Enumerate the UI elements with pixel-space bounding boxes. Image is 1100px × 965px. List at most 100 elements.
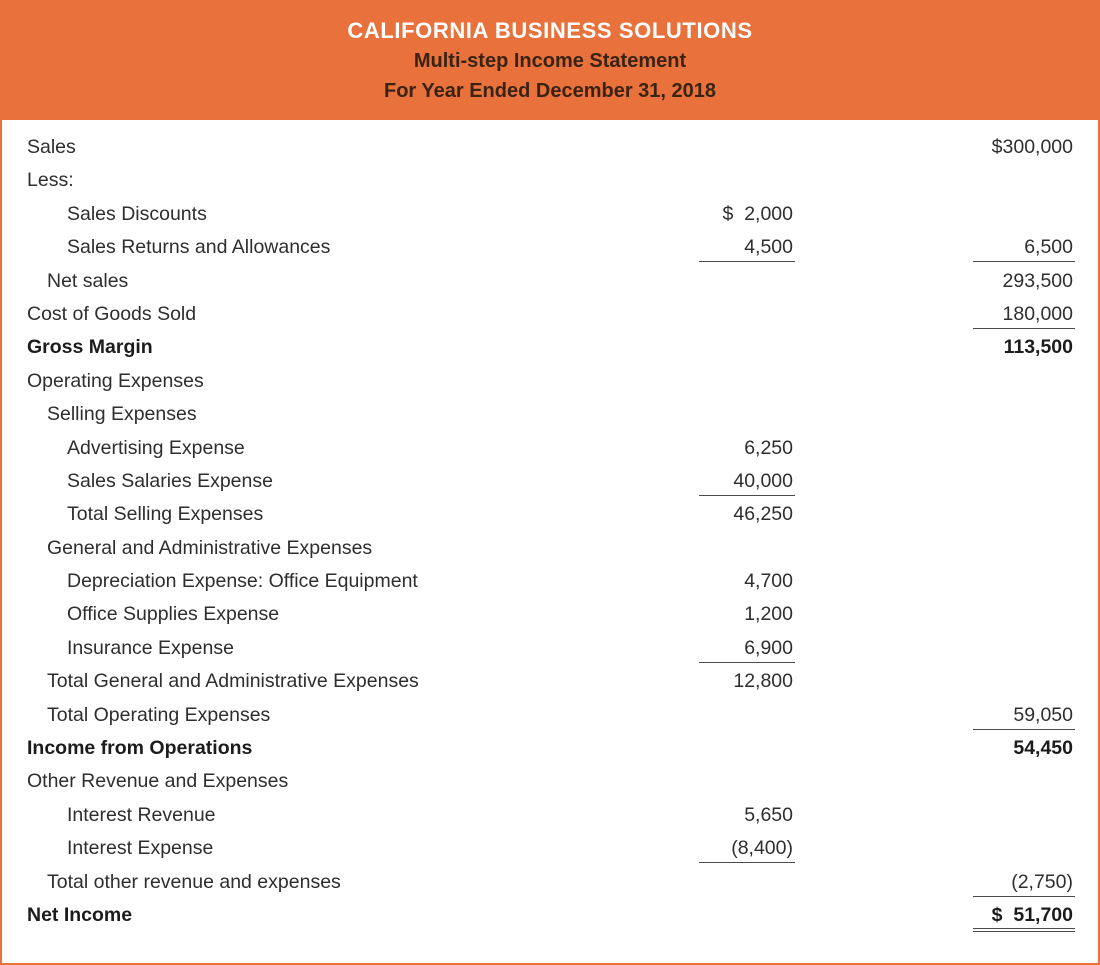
statement-row: Insurance Expense 6,900: [25, 637, 1075, 670]
statement-row: Interest Expense (8,400): [25, 837, 1075, 870]
row-label: Selling Expenses: [47, 403, 197, 426]
row-label: Advertising Expense: [67, 436, 245, 459]
row-label: Less:: [27, 169, 74, 192]
row-amount-mid: [685, 169, 795, 192]
statement-row: Other Revenue and Expenses: [25, 770, 1075, 803]
row-label: Cost of Goods Sold: [27, 302, 197, 325]
row-label: Total other revenue and expenses: [47, 870, 341, 893]
mid-amount-value: [699, 719, 795, 721]
row-label: Depreciation Expense: Office Equipment: [67, 570, 418, 593]
statement-period: For Year Ended December 31, 2018: [383, 80, 717, 102]
mid-amount-value: 6,900: [699, 637, 795, 663]
mid-amount-value: $ 2,000: [722, 202, 793, 225]
statement-row: Total General and Administrative Expense…: [25, 670, 1075, 703]
right-amount-value: [973, 652, 1075, 654]
right-amount-value: $300,000: [991, 136, 1073, 158]
row-amount-mid: 1,200: [685, 603, 795, 628]
statement-row: Operating Expenses: [25, 370, 1075, 403]
mid-amount-value: 1,200: [744, 603, 793, 626]
company-name: CALIFORNIA BUSINESS SOLUTIONS: [347, 18, 753, 43]
row-amount-right: 293,500: [795, 270, 1075, 295]
row-amount-right: [795, 570, 1075, 593]
mid-amount-value: [699, 886, 795, 888]
row-label: Sales: [27, 136, 76, 158]
row-amount-mid: [685, 871, 795, 894]
row-label: Interest Expense: [67, 837, 214, 860]
mid-amount-value: [699, 919, 795, 921]
row-amount-mid: [685, 303, 795, 326]
right-amount-value: (2,750): [973, 871, 1075, 897]
row-amount-mid: [685, 537, 795, 560]
row-amount-mid: [685, 737, 795, 760]
row-label: Total Selling Expenses: [67, 503, 264, 526]
row-amount-right: $300,000: [795, 136, 1075, 161]
row-label: Net sales: [47, 269, 129, 292]
mid-amount-value: 4,500: [699, 236, 795, 263]
mid-amount-value: 5,650: [744, 803, 793, 826]
statement-row: Income from Operations 54,450: [25, 737, 1075, 770]
mid-amount-value: [699, 351, 795, 353]
row-amount-right: [795, 437, 1075, 460]
row-amount-right: [795, 804, 1075, 827]
right-amount-value: [973, 819, 1075, 821]
statement-row: Selling Expenses: [25, 403, 1075, 436]
statement-row: Sales Salaries Expense 40,000: [25, 470, 1075, 503]
row-amount-right: 54,450: [795, 737, 1075, 762]
row-amount-right: [795, 837, 1075, 860]
row-amount-right: [795, 603, 1075, 626]
statement-row: Net Income $ 51,700: [25, 904, 1075, 937]
statement-row: Less:: [25, 169, 1075, 202]
row-amount-right: [795, 770, 1075, 793]
statement-row: Total other revenue and expenses (2,750): [25, 871, 1075, 904]
mid-amount-value: 12,800: [733, 670, 793, 693]
row-amount-right: [795, 503, 1075, 526]
statement-row: Office Supplies Expense 1,200: [25, 603, 1075, 636]
mid-amount-value: [699, 785, 795, 787]
statement-body: Sales $300,000 Less: Sales Discounts $ 2…: [2, 120, 1098, 937]
row-amount-right: [795, 370, 1075, 393]
row-label: Interest Revenue: [67, 803, 216, 826]
mid-amount-value: [699, 552, 795, 554]
row-amount-mid: 46,250: [685, 503, 795, 528]
right-amount-value: 293,500: [1002, 269, 1074, 292]
row-amount-mid: 5,650: [685, 804, 795, 829]
right-amount-value: [973, 452, 1075, 454]
row-label: Office Supplies Expense: [67, 603, 280, 626]
statement-row: Depreciation Expense: Office Equipment 4…: [25, 570, 1075, 603]
statement-title: Multi-step Income Statement: [413, 50, 687, 72]
right-amount-value: $ 51,700: [973, 904, 1075, 932]
row-label: Sales Discounts: [67, 202, 207, 225]
row-label: General and Administrative Expenses: [47, 536, 373, 559]
row-amount-mid: [685, 336, 795, 359]
row-amount-mid: 4,500: [685, 236, 795, 263]
statement-row: Total Selling Expenses 46,250: [25, 503, 1075, 536]
row-amount-mid: (8,400): [685, 837, 795, 864]
row-label: Sales Salaries Expense: [67, 469, 273, 492]
row-amount-mid: [685, 270, 795, 293]
statement-row: General and Administrative Expenses: [25, 537, 1075, 570]
row-amount-mid: $ 2,000: [685, 203, 795, 228]
row-amount-right: 59,050: [795, 704, 1075, 730]
row-amount-right: $ 51,700: [795, 904, 1075, 932]
mid-amount-value: (8,400): [699, 837, 795, 864]
row-amount-mid: 40,000: [685, 470, 795, 496]
row-label: Total Operating Expenses: [47, 703, 271, 726]
row-amount-right: [795, 203, 1075, 226]
row-amount-right: [795, 537, 1075, 560]
row-amount-right: [795, 169, 1075, 192]
right-amount-value: [973, 552, 1075, 554]
mid-amount-value: 6,250: [744, 436, 793, 459]
mid-amount-value: [699, 318, 795, 320]
row-amount-right: [795, 637, 1075, 660]
mid-amount-value: [699, 385, 795, 387]
statement-header: CALIFORNIA BUSINESS SOLUTIONS Multi-step…: [2, 2, 1098, 120]
row-amount-mid: [685, 770, 795, 793]
right-amount-value: [973, 852, 1075, 854]
row-label: Total General and Administrative Expense…: [47, 670, 419, 693]
row-amount-right: 113,500: [795, 336, 1075, 361]
right-amount-value: [973, 218, 1075, 220]
statement-row: Net sales 293,500: [25, 270, 1075, 303]
row-amount-mid: 6,900: [685, 637, 795, 663]
row-amount-right: [795, 403, 1075, 426]
right-amount-value: [973, 585, 1075, 587]
